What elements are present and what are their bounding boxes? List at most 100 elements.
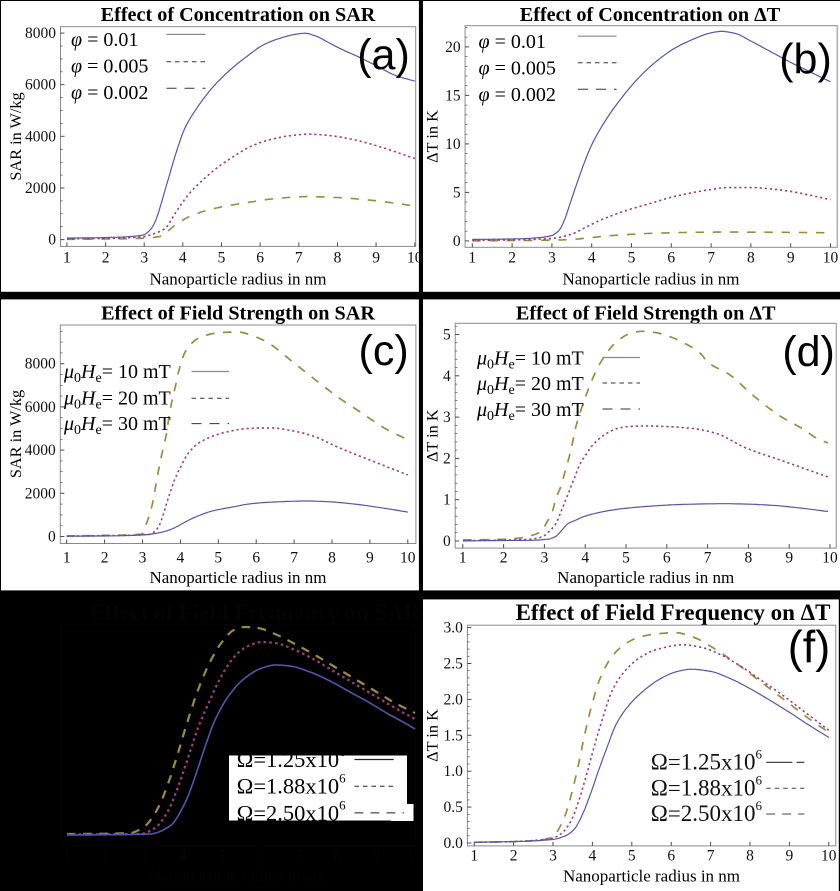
svg-text:2.5: 2.5 <box>444 656 464 673</box>
svg-text:φ = 0.01: φ = 0.01 <box>71 29 138 51</box>
svg-text:2: 2 <box>443 450 451 467</box>
svg-text:6000: 6000 <box>25 399 56 416</box>
svg-text:7: 7 <box>707 249 715 266</box>
svg-text:4: 4 <box>589 848 597 865</box>
svg-text:Effect of Concentration on ΔT: Effect of Concentration on ΔT <box>520 4 781 26</box>
svg-text:0: 0 <box>453 233 461 250</box>
svg-text:5: 5 <box>453 184 461 201</box>
svg-text:9: 9 <box>372 848 380 865</box>
svg-text:Nanoparticle radius in nm: Nanoparticle radius in nm <box>149 568 326 587</box>
svg-text:4: 4 <box>179 848 187 865</box>
svg-text:3: 3 <box>443 409 451 426</box>
svg-text:8: 8 <box>747 249 755 266</box>
svg-text:9: 9 <box>366 550 374 567</box>
svg-text:2000: 2000 <box>25 485 56 502</box>
svg-text:φ = 0.005: φ = 0.005 <box>479 57 556 79</box>
svg-text:6: 6 <box>252 550 260 567</box>
svg-text:Nanoparticle radius in nm: Nanoparticle radius in nm <box>557 568 734 587</box>
svg-text:μ0He= 10 mT: μ0He= 10 mT <box>63 361 171 386</box>
svg-text:4: 4 <box>443 368 451 385</box>
svg-text:Ω=1.25x106: Ω=1.25x106 <box>237 744 347 772</box>
svg-text:Nanoparticle radius in nm: Nanoparticle radius in nm <box>563 867 740 886</box>
svg-text:4: 4 <box>581 550 589 567</box>
svg-text:Ω=1.25x106: Ω=1.25x106 <box>651 747 763 775</box>
svg-text:φ = 0.002: φ = 0.002 <box>479 84 556 106</box>
svg-text:μ0He= 20 mT: μ0He= 20 mT <box>476 373 584 398</box>
svg-text:(d): (d) <box>782 328 835 376</box>
svg-text:5: 5 <box>214 550 222 567</box>
svg-text:ΔT in K: ΔT in K <box>423 110 442 163</box>
svg-text:4000: 4000 <box>25 442 56 459</box>
svg-text:6: 6 <box>256 848 264 865</box>
svg-text:(f): (f) <box>788 622 830 673</box>
svg-text:3: 3 <box>548 249 556 266</box>
svg-text:0.5: 0.5 <box>444 799 464 816</box>
svg-text:9: 9 <box>787 249 795 266</box>
svg-text:φ = 0.005: φ = 0.005 <box>71 56 148 78</box>
svg-text:8: 8 <box>745 550 753 567</box>
svg-text:Ω=1.88x106: Ω=1.88x106 <box>237 771 347 799</box>
svg-text:SAR in W/kg: SAR in W/kg <box>6 92 25 180</box>
svg-text:7: 7 <box>707 848 715 865</box>
svg-text:0: 0 <box>443 533 451 550</box>
svg-text:9: 9 <box>785 550 793 567</box>
svg-text:5: 5 <box>622 550 630 567</box>
svg-text:3.0: 3.0 <box>444 620 464 637</box>
svg-text:10: 10 <box>823 249 839 266</box>
svg-text:1.0: 1.0 <box>444 763 464 780</box>
svg-text:10: 10 <box>407 249 423 266</box>
svg-text:2000: 2000 <box>25 180 56 197</box>
svg-text:1: 1 <box>63 249 71 266</box>
svg-text:1: 1 <box>470 848 478 865</box>
svg-text:2: 2 <box>500 550 508 567</box>
svg-text:Effect of Field Strength on ΔT: Effect of Field Strength on ΔT <box>516 303 776 325</box>
svg-text:3: 3 <box>140 249 148 266</box>
svg-text:1: 1 <box>468 249 476 266</box>
svg-text:6: 6 <box>667 249 675 266</box>
svg-text:4: 4 <box>588 249 596 266</box>
svg-text:1.5: 1.5 <box>444 727 464 744</box>
svg-text:10: 10 <box>407 848 423 865</box>
svg-text:Ω=2.50x106: Ω=2.50x106 <box>237 797 347 825</box>
svg-text:5: 5 <box>218 848 226 865</box>
svg-text:6: 6 <box>663 550 671 567</box>
svg-text:ΔT in K: ΔT in K <box>423 409 442 462</box>
svg-text:8000: 8000 <box>25 356 56 373</box>
svg-text:9: 9 <box>372 249 380 266</box>
svg-text:8: 8 <box>328 550 336 567</box>
svg-text:0.0: 0.0 <box>444 835 464 852</box>
svg-text:μ0He= 30 mT: μ0He= 30 mT <box>476 399 584 424</box>
svg-text:(b): (b) <box>779 36 832 84</box>
svg-text:2: 2 <box>102 249 110 266</box>
svg-text:ΔT in K: ΔT in K <box>423 709 442 762</box>
svg-text:4: 4 <box>179 249 187 266</box>
svg-text:6000: 6000 <box>25 77 56 94</box>
svg-text:5: 5 <box>443 327 451 344</box>
svg-text:2: 2 <box>101 550 109 567</box>
svg-text:μ0He= 30 mT: μ0He= 30 mT <box>63 413 171 438</box>
svg-text:8: 8 <box>746 848 754 865</box>
svg-text:1: 1 <box>459 550 467 567</box>
svg-text:10: 10 <box>822 550 838 567</box>
svg-text:5: 5 <box>218 249 226 266</box>
svg-text:0: 0 <box>48 232 56 249</box>
svg-text:8: 8 <box>334 848 342 865</box>
svg-text:3: 3 <box>140 848 148 865</box>
svg-text:1: 1 <box>63 848 71 865</box>
svg-text:Effect of Field Frequency on S: Effect of Field Frequency on SAR <box>89 600 421 625</box>
svg-text:2: 2 <box>508 249 516 266</box>
svg-text:Ω=1.88x106: Ω=1.88x106 <box>651 772 763 800</box>
svg-text:7: 7 <box>704 550 712 567</box>
svg-text:15: 15 <box>445 87 461 104</box>
svg-text:4: 4 <box>177 550 185 567</box>
svg-text:6: 6 <box>667 848 675 865</box>
svg-text:4000: 4000 <box>25 128 56 145</box>
svg-text:Effect of Concentration on SAR: Effect of Concentration on SAR <box>101 4 376 26</box>
svg-text:2.0: 2.0 <box>444 691 464 708</box>
svg-text:5: 5 <box>628 249 636 266</box>
svg-text:10: 10 <box>400 550 416 567</box>
svg-text:1: 1 <box>443 492 451 509</box>
svg-text:3: 3 <box>139 550 147 567</box>
svg-text:0: 0 <box>48 529 56 546</box>
svg-text:Nanoparticle radius in nm: Nanoparticle radius in nm <box>562 270 739 289</box>
